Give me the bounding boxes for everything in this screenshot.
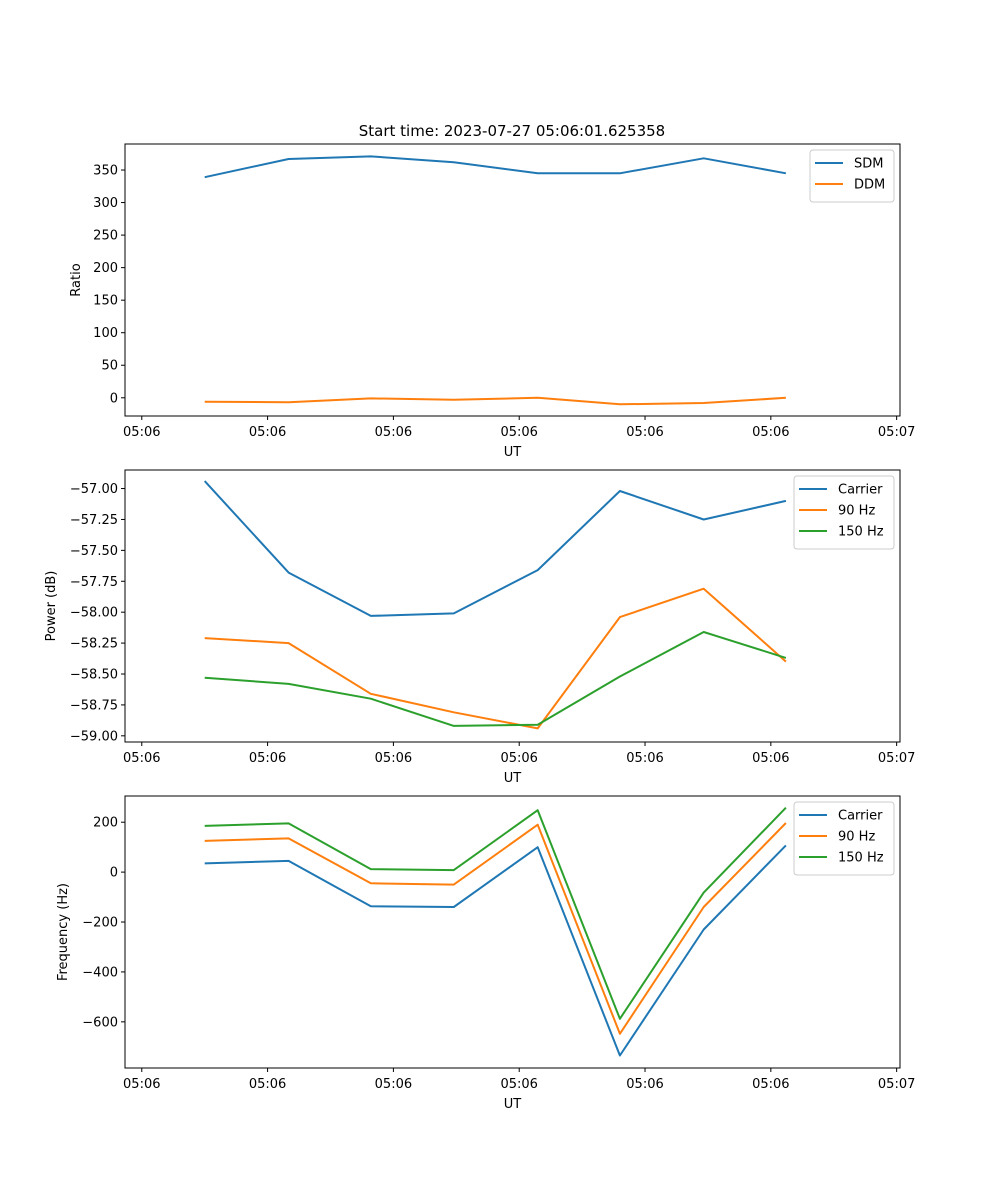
ratio-x-tick-label: 05:06 [752, 425, 789, 440]
ratio-x-tick-label: 05:07 [878, 425, 915, 440]
ratio-y-tick-label: 350 [93, 164, 118, 179]
ratio-y-tick-label: 300 [93, 196, 118, 211]
power-x-tick-label: 05:06 [123, 751, 160, 766]
power-x-tick-label: 05:06 [249, 751, 286, 766]
power-y-tick-label: −58.25 [70, 637, 118, 652]
power-x-tick-label: 05:06 [375, 751, 412, 766]
ratio-y-tick-label: 50 [101, 359, 118, 374]
power-series-carrier-line [203, 480, 787, 617]
ratio-x-tick-label: 05:06 [249, 425, 286, 440]
frequency-legend: Carrier 90 Hz 150 Hz [793, 801, 895, 876]
frequency-x-tick-label: 05:06 [752, 1077, 789, 1092]
power-y-axis-label: Power (dB) [44, 571, 59, 642]
ratio-x-tick-label: 05:06 [500, 425, 537, 440]
power-x-tick-label: 05:06 [626, 751, 663, 766]
power-y-tick-label: −57.50 [70, 544, 118, 559]
frequency-y-tick-label: 200 [93, 816, 118, 831]
frequency-legend-label: Carrier [838, 809, 883, 824]
ratio-y-axis-label: Ratio [69, 263, 84, 296]
frequency-x-axis-label: UT [504, 1097, 522, 1112]
frequency-y-tick-label: −400 [82, 965, 118, 980]
ratio-legend-label: DDM [854, 178, 885, 193]
ratio-series-ddm-line [204, 396, 786, 406]
ratio-y-tick-label: 100 [93, 326, 118, 341]
frequency-y-axis-label: Frequency (Hz) [56, 883, 71, 981]
power-panel: 05:06 05:06 05:06 05:06 05:06 05:06 05:07 −59.0… [44, 469, 915, 786]
frequency-legend-label: 150 Hz [838, 851, 884, 866]
frequency-x-tick-label: 05:06 [123, 1077, 160, 1092]
power-x-axis-label: UT [504, 771, 522, 786]
ratio-y-tick-label: 200 [93, 261, 118, 276]
ratio-panel: 05:06 05:06 05:06 05:06 05:06 05:06 05:07 0 50 10… [69, 143, 915, 460]
ratio-legend-label: SDM [854, 157, 883, 172]
power-x-tick-label: 05:06 [500, 751, 537, 766]
ratio-x-tick-label: 05:06 [375, 425, 412, 440]
ratio-x-axis-label: UT [504, 445, 522, 460]
frequency-axes-frame [124, 795, 901, 1069]
frequency-x-tick-label: 05:07 [878, 1077, 915, 1092]
frequency-panel: 05:06 05:06 05:06 05:06 05:06 05:06 05:07 −600 −… [56, 795, 915, 1112]
power-legend-label: 90 Hz [838, 504, 875, 519]
ratio-legend: SDM DDM [809, 149, 895, 203]
frequency-x-tick-label: 05:06 [500, 1077, 537, 1092]
power-series-150-hz-line [204, 631, 787, 727]
power-y-tick-label: −57.75 [70, 575, 118, 590]
figure-title: Start time: 2023-07-27 05:06:01.625358 [359, 122, 665, 140]
power-series-90-hz-line [204, 587, 787, 730]
frequency-x-tick-label: 05:06 [249, 1077, 286, 1092]
frequency-y-tick-label: −200 [82, 916, 118, 931]
frequency-y-tick-label: 0 [110, 866, 118, 881]
frequency-series-90-hz-line [204, 822, 787, 1035]
ratio-y-tick-label: 250 [93, 229, 118, 244]
power-y-tick-label: −57.00 [70, 482, 118, 497]
power-y-tick-label: −58.00 [70, 606, 118, 621]
frequency-series-carrier-line [204, 844, 787, 1057]
ratio-axes-frame [124, 143, 901, 417]
power-legend-label: 150 Hz [838, 525, 884, 540]
frequency-series-150-hz-line [204, 807, 787, 1020]
power-x-tick-label: 05:06 [752, 751, 789, 766]
frequency-legend-label: 90 Hz [838, 830, 875, 845]
frequency-x-tick-label: 05:06 [626, 1077, 663, 1092]
power-x-tick-label: 05:07 [878, 751, 915, 766]
ratio-y-tick-label: 150 [93, 294, 118, 309]
frequency-y-tick-label: −600 [82, 1015, 118, 1030]
power-legend: Carrier 90 Hz 150 Hz [793, 475, 895, 550]
power-y-tick-label: −58.75 [70, 698, 118, 713]
power-y-tick-label: −58.50 [70, 668, 118, 683]
power-y-tick-label: −57.25 [70, 513, 118, 528]
ratio-y-tick-label: 0 [110, 391, 118, 406]
power-y-tick-label: −59.00 [70, 729, 118, 744]
power-legend-label: Carrier [838, 483, 883, 498]
ratio-series-sdm-line [204, 155, 787, 179]
frequency-x-tick-label: 05:06 [375, 1077, 412, 1092]
ratio-x-tick-label: 05:06 [123, 425, 160, 440]
power-axes-frame [124, 469, 901, 743]
ratio-x-tick-label: 05:06 [626, 425, 663, 440]
